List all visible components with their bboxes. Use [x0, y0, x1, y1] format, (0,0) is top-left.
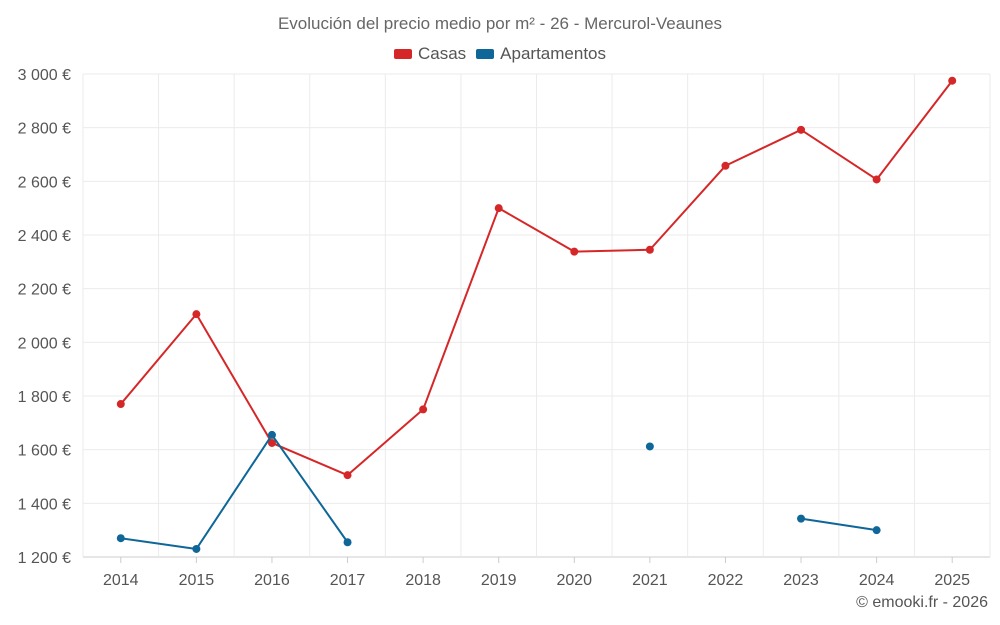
chart-title: Evolución del precio medio por m² - 26 -… — [277, 14, 723, 33]
y-tick-label: 2 600 € — [18, 174, 71, 191]
data-point-apartamentos — [645, 442, 654, 451]
legend-swatch-apartamentos — [476, 49, 495, 59]
data-point-apartamentos — [192, 544, 201, 553]
data-point-casas — [948, 76, 957, 85]
series-line-casas — [648, 164, 727, 251]
data-point-apartamentos — [343, 538, 352, 547]
series-line-casas — [195, 313, 273, 444]
data-point-casas — [721, 161, 730, 170]
y-tick-label: 1 400 € — [18, 496, 71, 513]
series-line-casas — [875, 79, 954, 181]
data-point-casas — [645, 245, 654, 254]
series-line-casas — [800, 128, 878, 181]
series-line-casas — [346, 408, 425, 477]
y-tick-label: 2 000 € — [18, 335, 71, 352]
series-line-casas — [573, 248, 651, 253]
x-tick-label: 2017 — [330, 572, 366, 589]
data-point-casas — [192, 310, 201, 319]
x-tick-label: 2020 — [556, 572, 592, 589]
x-tick-label: 2022 — [708, 572, 744, 589]
y-tick-label: 1 200 € — [18, 550, 71, 567]
y-tick-label: 1 800 € — [18, 389, 71, 406]
series-line-apartamentos — [119, 537, 198, 550]
series-line-apartamentos — [195, 433, 273, 550]
legend: Casas Apartamentos — [0, 44, 1000, 64]
x-tick-label: 2014 — [103, 572, 139, 589]
data-point-casas — [116, 400, 125, 409]
credit-text: © emooki.fr - 2026 — [856, 594, 988, 611]
data-point-apartamentos — [116, 534, 125, 543]
legend-item-apartamentos[interactable]: Apartamentos — [476, 44, 606, 64]
x-tick-label: 2023 — [783, 572, 819, 589]
series-line-casas — [119, 313, 198, 406]
series-line-casas — [270, 441, 349, 477]
data-point-casas — [797, 125, 806, 134]
series-line-apartamentos — [800, 517, 878, 532]
data-point-apartamentos — [267, 430, 276, 439]
x-tick-label: 2016 — [254, 572, 290, 589]
y-tick-label: 2 400 € — [18, 228, 71, 245]
y-tick-label: 2 800 € — [18, 121, 71, 138]
data-point-apartamentos — [872, 526, 881, 535]
x-tick-label: 2018 — [405, 572, 441, 589]
series-line-apartamentos — [270, 433, 349, 544]
data-point-casas — [494, 204, 503, 213]
legend-label-casas: Casas — [417, 44, 467, 63]
x-tick-label: 2019 — [481, 572, 517, 589]
x-tick-label: 2025 — [934, 572, 970, 589]
y-tick-label: 3 000 € — [18, 67, 71, 84]
x-tick-label: 2021 — [632, 572, 668, 589]
legend-label-apartamentos: Apartamentos — [500, 44, 607, 63]
y-tick-label: 1 600 € — [18, 443, 71, 460]
data-point-casas — [267, 438, 276, 447]
data-point-apartamentos — [797, 514, 806, 523]
data-point-casas — [570, 247, 579, 256]
series-line-casas — [724, 128, 803, 167]
legend-swatch-casas — [393, 49, 412, 59]
legend-item-casas[interactable]: Casas — [393, 44, 467, 64]
data-point-casas — [872, 175, 881, 184]
data-point-casas — [343, 471, 352, 480]
x-tick-label: 2024 — [859, 572, 895, 589]
y-tick-label: 2 200 € — [18, 282, 71, 299]
x-tick-label: 2015 — [179, 572, 215, 589]
series-line-casas — [497, 207, 576, 253]
series-line-casas — [422, 207, 500, 411]
data-point-casas — [419, 405, 428, 414]
